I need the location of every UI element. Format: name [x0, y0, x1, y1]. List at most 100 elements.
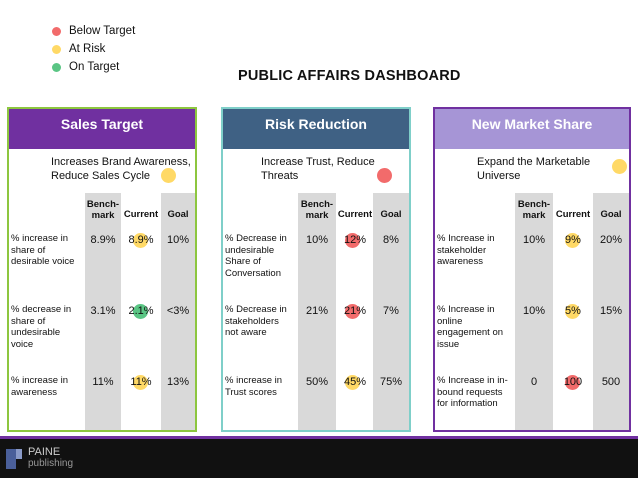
benchmark-header: Bench- mark: [297, 199, 337, 221]
metric-label: % decrease in share of undesirable voice: [11, 304, 81, 350]
goal-value: 20%: [599, 234, 623, 246]
status-dot-icon: [565, 233, 580, 248]
legend-label: At Risk: [69, 43, 106, 55]
benchmark-value: 0: [530, 376, 538, 388]
metric-label: % increase in awareness: [11, 375, 81, 398]
goal-value: 500: [601, 376, 621, 388]
benchmark-value: 10%: [522, 305, 546, 317]
status-dot-icon: [377, 168, 392, 183]
metric-line: % Increase in: [437, 233, 495, 244]
description-line: Increases Brand Awareness,: [51, 156, 191, 168]
current-value: 100: [563, 376, 583, 388]
panel-header: Sales Target: [9, 109, 195, 149]
metric-label: % Increase in online engagement on issue: [437, 304, 515, 350]
current-value: 5%: [565, 305, 581, 317]
footer-divider: [0, 436, 638, 439]
metric-line: share of: [11, 315, 46, 327]
legend-item-at-risk: At Risk: [52, 40, 135, 58]
metric-line: % Decrease in: [225, 233, 287, 244]
current-value: 21%: [343, 305, 367, 317]
header-line: Bench-: [86, 199, 120, 210]
status-dot-icon: [345, 375, 360, 390]
metric-line: not aware: [225, 327, 267, 338]
metric-line: % Decrease in: [225, 304, 287, 315]
description-line: Increase Trust, Reduce: [261, 156, 375, 168]
goal-column: [593, 193, 629, 430]
metric-line: % Increase in: [437, 304, 495, 315]
goal-column: [161, 193, 195, 430]
paine-logo-icon: [6, 449, 22, 469]
current-value: 11%: [130, 376, 152, 388]
legend-label: On Target: [69, 61, 120, 73]
goal-header: Goal: [600, 209, 622, 220]
benchmark-column: [85, 193, 121, 430]
benchmark-value: 21%: [305, 305, 329, 317]
metric-line: share of: [11, 244, 46, 256]
brand-logo-text: PAINE publishing: [28, 446, 73, 470]
goal-value: 10%: [166, 234, 190, 246]
legend-dot-icon: [52, 44, 61, 54]
metric-line: awareness: [437, 256, 483, 267]
legend-label: Below Target: [69, 25, 136, 37]
panel-description: Increases Brand Awareness, Reduce Sales …: [9, 153, 195, 193]
metric-line: undesirable: [11, 327, 61, 338]
metric-line: Trust scores: [225, 386, 277, 398]
metric-line: engagement on: [437, 327, 504, 338]
status-dot-icon: [565, 304, 580, 319]
benchmark-value: 10%: [522, 234, 546, 246]
metric-line: for information: [437, 398, 498, 409]
panel-new-market-share: New Market Share Expand the Marketable U…: [433, 107, 631, 432]
metric-label: % Increase in in- bound requests for inf…: [437, 375, 515, 410]
metric-line: % increase in: [11, 375, 69, 386]
metric-label: % increase in share of desirable voice: [11, 233, 81, 268]
legend-dot-icon: [52, 62, 61, 72]
metric-line: voice: [11, 338, 34, 350]
metric-label: % Decrease in undesirable Share of Conve…: [225, 233, 295, 279]
status-dot-icon: [133, 233, 148, 248]
panel-sales-target: Sales Target Increases Brand Awareness, …: [7, 107, 197, 432]
header-line: mark: [91, 210, 115, 221]
legend-dot-icon: [52, 26, 61, 36]
current-header: Current: [555, 209, 591, 220]
panel-header: New Market Share: [435, 109, 629, 149]
metric-line: stakeholders: [225, 315, 279, 327]
current-value: 8.9%: [128, 234, 154, 246]
header-line: mark: [305, 210, 329, 221]
header-line: Bench-: [300, 199, 334, 210]
header-line: mark: [522, 210, 546, 221]
benchmark-column: [298, 193, 336, 430]
goal-column: [373, 193, 409, 430]
metric-line: awareness: [11, 386, 57, 398]
metric-label: % increase in Trust scores: [225, 375, 295, 398]
goal-value: 15%: [599, 305, 623, 317]
description-line: Expand the Marketable: [477, 156, 591, 168]
current-value: 9%: [565, 234, 581, 246]
metric-line: Conversation: [225, 267, 281, 279]
benchmark-value: 3.1%: [90, 305, 116, 317]
status-dot-icon: [133, 304, 148, 319]
benchmark-header: Bench- mark: [514, 199, 554, 221]
status-dot-icon: [133, 375, 148, 390]
brand-subtitle: publishing: [28, 458, 74, 469]
status-dot-icon: [345, 233, 360, 248]
metric-line: stakeholder: [437, 244, 487, 256]
benchmark-value: 50%: [305, 376, 329, 388]
benchmark-value: 10%: [305, 234, 329, 246]
goal-value: 7%: [383, 305, 399, 317]
metric-line: bound requests: [437, 386, 503, 398]
metric-line: Share of: [225, 256, 261, 267]
current-header: Current: [337, 209, 373, 220]
legend-item-on-target: On Target: [52, 58, 135, 76]
legend: Below Target At Risk On Target: [52, 22, 135, 76]
benchmark-value: 8.9%: [90, 234, 116, 246]
goal-header: Goal: [380, 209, 402, 220]
footer: PAINE publishing: [0, 439, 638, 478]
benchmark-header: Bench- mark: [83, 199, 123, 221]
page-title: PUBLIC AFFAIRS DASHBOARD: [238, 68, 461, 84]
header-line: Bench-: [517, 199, 551, 210]
metric-line: % increase in: [225, 375, 283, 386]
status-dot-icon: [161, 168, 176, 183]
metric-line: % decrease in: [11, 304, 72, 315]
current-value: 45%: [343, 376, 367, 388]
description-line: Universe: [477, 170, 521, 182]
